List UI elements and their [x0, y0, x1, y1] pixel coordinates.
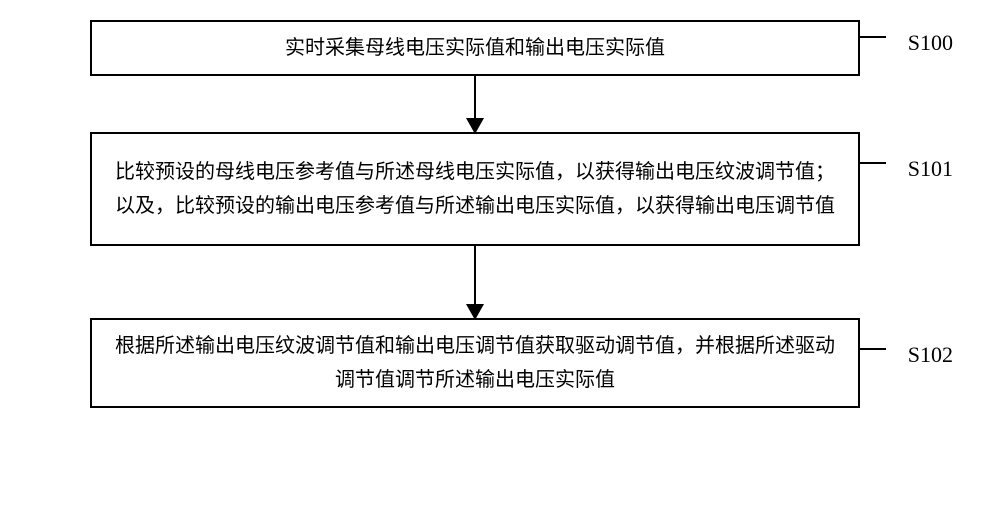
flow-arrow: [474, 246, 476, 318]
flow-node-label: S100: [908, 24, 953, 61]
flow-node-s102: 根据所述输出电压纹波调节值和输出电压调节值获取驱动调节值，并根据所述驱动调节值调…: [90, 318, 860, 408]
flowchart-container: 实时采集母线电压实际值和输出电压实际值 S100 比较预设的母线电压参考值与所述…: [50, 20, 900, 408]
flow-node-s100: 实时采集母线电压实际值和输出电压实际值 S100: [90, 20, 860, 76]
flow-node-label: S101: [908, 150, 953, 187]
flow-arrow: [474, 76, 476, 132]
flow-node-text: 比较预设的母线电压参考值与所述母线电压实际值，以获得输出电压纹波调节值；以及，比…: [112, 155, 838, 223]
flow-node-label: S102: [908, 336, 953, 373]
label-connector: [858, 36, 886, 38]
flow-node-s101: 比较预设的母线电压参考值与所述母线电压实际值，以获得输出电压纹波调节值；以及，比…: [90, 132, 860, 246]
label-connector: [858, 162, 886, 164]
flow-node-text: 根据所述输出电压纹波调节值和输出电压调节值获取驱动调节值，并根据所述驱动调节值调…: [112, 329, 838, 397]
label-connector: [858, 348, 886, 350]
flow-node-text: 实时采集母线电压实际值和输出电压实际值: [285, 31, 665, 65]
